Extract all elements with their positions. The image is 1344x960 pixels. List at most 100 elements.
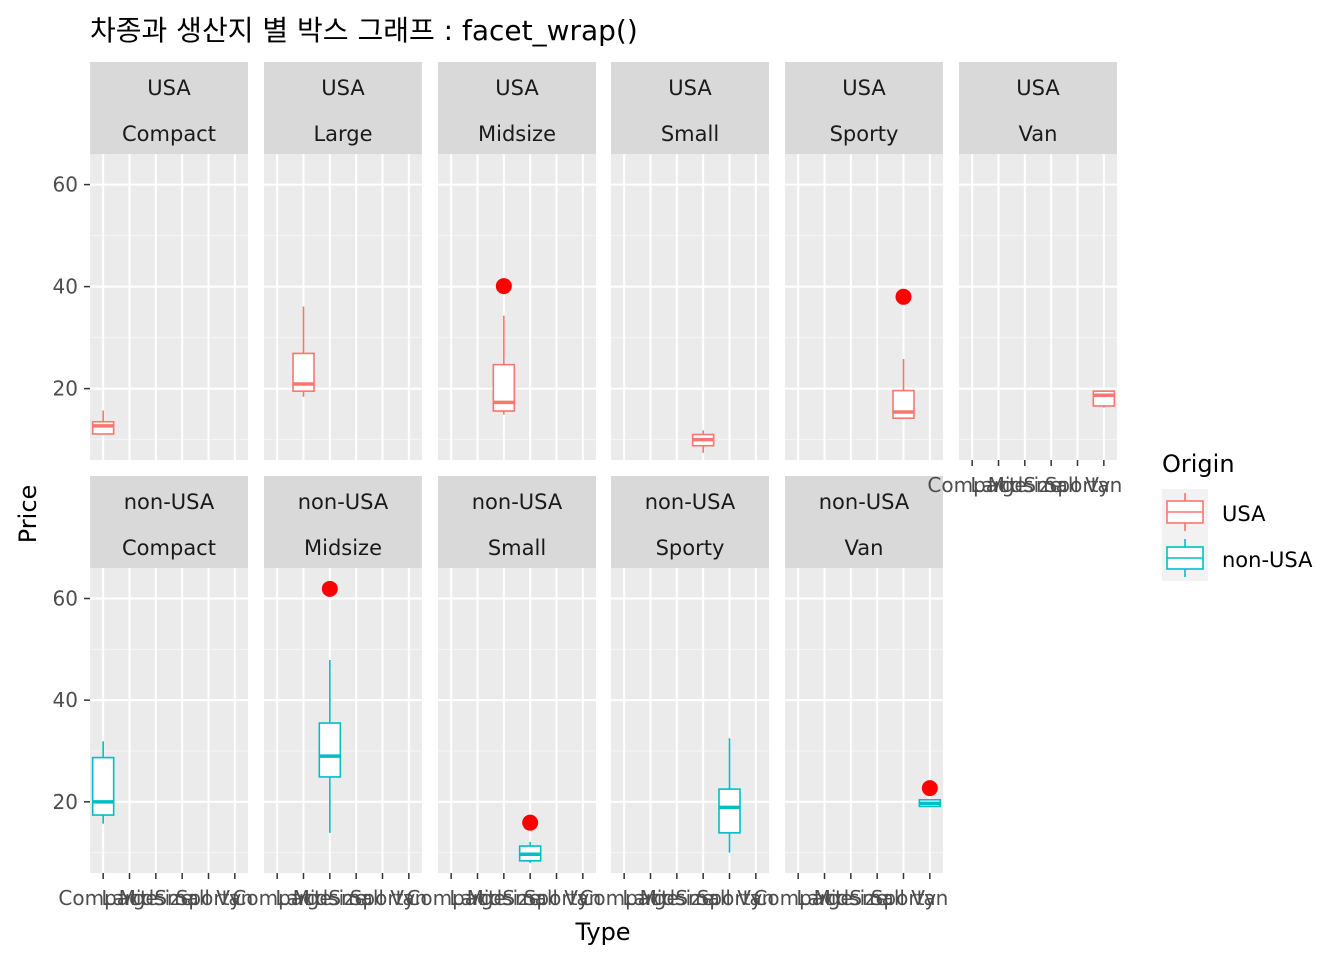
x-tick-label: Sporty	[524, 886, 590, 910]
outlier-point	[495, 278, 512, 295]
boxplot	[91, 741, 115, 824]
boxplot	[691, 430, 715, 453]
strip-origin-label: USA	[321, 76, 365, 100]
x-tick-label: Van	[911, 886, 948, 910]
facet-panel: non-USA Small	[438, 476, 596, 873]
y-tick-label: 20	[53, 790, 78, 814]
x-tick-label: Van	[390, 886, 427, 910]
legend: Origin USA non-USA	[1162, 450, 1313, 581]
y-axis: 20 40 60	[53, 173, 90, 401]
facet-strip	[785, 476, 943, 568]
strip-origin-label: non-USA	[819, 490, 910, 514]
facet-panel: non-USA Midsize	[264, 476, 422, 873]
x-tick-label: Sporty	[1045, 473, 1111, 497]
x-tick-label: Midsize	[293, 886, 367, 910]
y-tick-label: 40	[53, 275, 78, 299]
boxplot	[91, 410, 115, 435]
facet-strip	[264, 476, 422, 568]
box-iqr	[492, 363, 516, 412]
panel-background	[90, 154, 248, 460]
boxplot	[918, 780, 942, 808]
x-tick-label: Small	[849, 886, 905, 910]
strip-origin-label: USA	[1016, 76, 1060, 100]
strip-type-label: Large	[313, 122, 372, 146]
x-tick-label: Small	[328, 886, 384, 910]
panel-background	[611, 568, 769, 873]
chart-title: 차종과 생산지 별 박스 그래프 : facet_wrap()	[90, 14, 638, 47]
x-axis-title: Type	[574, 918, 630, 946]
x-tick-label: Sporty	[697, 886, 763, 910]
boxplot	[318, 580, 342, 833]
facet-panel: USA Sporty	[785, 62, 943, 460]
facet-strip	[90, 476, 248, 568]
y-tick-label: 60	[53, 587, 78, 611]
y-axis: 20 40 60	[53, 587, 90, 814]
strip-type-label: Sporty	[830, 122, 899, 146]
y-tick-label: 60	[53, 173, 78, 197]
facet-panel: USA Large	[264, 62, 422, 460]
box-iqr	[892, 389, 915, 419]
strip-type-label: Sporty	[656, 536, 725, 560]
strip-type-label: Midsize	[478, 122, 556, 146]
x-tick-label: Sporty	[871, 886, 937, 910]
facet-strip	[90, 62, 248, 154]
boxplot	[492, 278, 516, 415]
y-axis-title: Price	[14, 485, 42, 544]
x-tick-label: Midsize	[467, 886, 541, 910]
x-tick-label: Compact	[232, 886, 322, 910]
panel-background	[264, 568, 422, 873]
panel-background	[611, 154, 769, 460]
x-tick-label: Compact	[753, 886, 843, 910]
facet-panel: USA Midsize	[438, 62, 596, 460]
x-tick-label: Sporty	[350, 886, 416, 910]
strip-type-label: Van	[1019, 122, 1058, 146]
strip-origin-label: non-USA	[298, 490, 389, 514]
x-tick-label: Large	[796, 886, 852, 910]
facet-strip	[438, 62, 596, 154]
x-tick-label: Small	[154, 886, 210, 910]
facet-panel: non-USA Van	[785, 476, 943, 873]
legend-label: USA	[1222, 502, 1266, 526]
boxplot	[518, 814, 542, 863]
x-tick-label: Van	[737, 886, 774, 910]
x-tick-label: Compact	[927, 473, 1017, 497]
strip-type-label: Compact	[122, 536, 216, 560]
panel-background	[90, 568, 248, 873]
y-tick-label: 20	[53, 377, 78, 401]
panel-background	[438, 154, 596, 460]
facet-panel: USA Van	[959, 62, 1117, 460]
strip-type-label: Van	[845, 536, 884, 560]
facet-strip	[959, 62, 1117, 154]
x-tick-label: Large	[101, 886, 157, 910]
facet-panel: non-USA Sporty	[611, 476, 769, 873]
legend-title: Origin	[1162, 450, 1235, 478]
box-iqr	[292, 352, 315, 392]
outlier-point	[921, 780, 938, 797]
facet-strip	[264, 62, 422, 154]
strip-origin-label: non-USA	[645, 490, 736, 514]
x-tick-label: Compact	[579, 886, 669, 910]
facet-strip	[438, 476, 596, 568]
box-iqr	[1092, 390, 1116, 407]
facet-strip	[785, 62, 943, 154]
outlier-point	[895, 288, 912, 305]
strip-origin-label: USA	[147, 76, 191, 100]
panel-background	[264, 154, 422, 460]
facet-panel: USA Small	[611, 62, 769, 460]
x-tick-label: Large	[449, 886, 505, 910]
x-tick-label: Sporty	[176, 886, 242, 910]
x-tick-label: Van	[216, 886, 253, 910]
legend-entry: non-USA	[1162, 535, 1313, 581]
strip-type-label: Midsize	[304, 536, 382, 560]
strip-origin-label: non-USA	[124, 490, 215, 514]
x-tick-label: Large	[970, 473, 1026, 497]
facet-panel: USA Compact	[90, 62, 248, 460]
legend-entry: USA	[1162, 489, 1266, 535]
x-tick-label: Small	[502, 886, 558, 910]
strip-origin-label: USA	[495, 76, 539, 100]
